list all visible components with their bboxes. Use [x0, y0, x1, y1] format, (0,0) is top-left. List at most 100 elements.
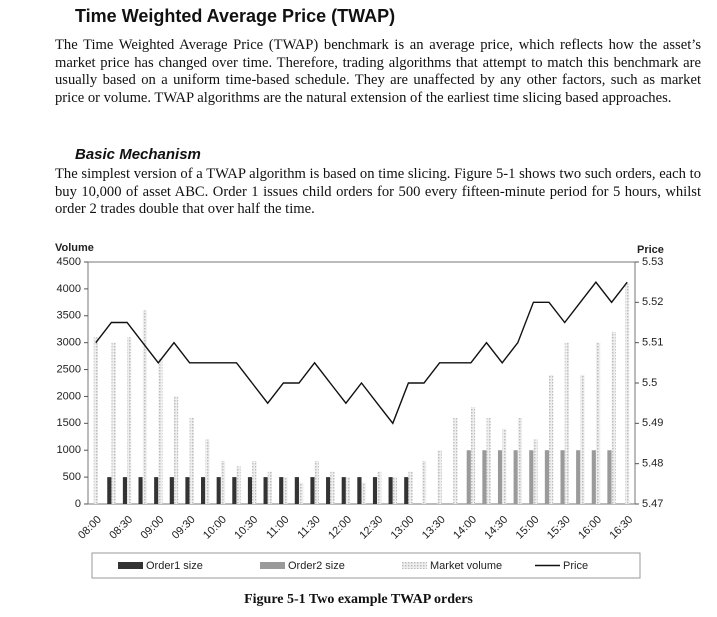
bar — [220, 460, 226, 504]
bar — [437, 450, 442, 504]
bar — [283, 477, 288, 504]
x-tick-label: 10:30 — [232, 514, 260, 542]
bar — [549, 374, 554, 504]
y2-tick-label: 5.5 — [642, 377, 657, 389]
x-tick-label: 08:00 — [76, 514, 104, 542]
y-tick-label: 3500 — [57, 310, 81, 322]
y2-tick-label: 5.52 — [642, 296, 663, 308]
x-tick-label: 11:00 — [264, 514, 291, 541]
y-tick-label: 4500 — [57, 256, 81, 268]
x-tick-label: 10:00 — [201, 514, 229, 542]
x-tick-label: 14:00 — [451, 514, 479, 542]
price-line — [95, 281, 628, 425]
bar — [127, 337, 132, 504]
legend-label: Order1 size — [146, 560, 203, 572]
bar — [263, 477, 268, 504]
y2-axis-label: Price — [637, 244, 664, 256]
bar — [404, 477, 409, 504]
x-tick-label: 16:00 — [576, 514, 604, 542]
x-tick-label: 13:30 — [420, 514, 448, 542]
bar — [580, 374, 585, 504]
x-tick-label: 08:30 — [107, 514, 135, 542]
bar — [158, 358, 163, 504]
bar — [408, 471, 413, 504]
bar — [529, 450, 534, 504]
bar — [591, 450, 596, 504]
bar — [279, 477, 284, 504]
bar — [502, 428, 507, 504]
bar — [560, 450, 565, 504]
y-tick-label: 1000 — [57, 444, 81, 456]
y-tick-label: 2000 — [57, 390, 81, 402]
bar — [372, 477, 378, 504]
bar — [513, 450, 518, 504]
legend-label: Order2 size — [288, 560, 345, 572]
bar — [482, 450, 487, 504]
bar — [111, 342, 116, 504]
bar — [252, 460, 257, 504]
legend-swatch — [118, 562, 143, 569]
bar — [205, 439, 210, 504]
bar — [377, 471, 382, 504]
paragraph: The Time Weighted Average Price (TWAP) b… — [55, 37, 701, 106]
bar — [544, 450, 550, 504]
x-tick-label: 15:30 — [545, 514, 573, 542]
y-tick-label: 0 — [75, 498, 81, 510]
bar — [361, 482, 366, 504]
bar — [138, 477, 143, 504]
bar — [169, 477, 174, 504]
bar — [294, 477, 299, 504]
bar — [310, 477, 315, 504]
x-tick-label: 15:00 — [514, 514, 542, 542]
bar — [357, 477, 362, 504]
bar — [122, 477, 128, 504]
bar — [497, 450, 503, 504]
y2-tick-label: 5.48 — [642, 458, 663, 470]
x-tick-label: 12:00 — [326, 514, 354, 542]
x-tick-label: 09:00 — [139, 514, 167, 542]
bar — [392, 477, 397, 504]
x-tick-label: 12:30 — [357, 514, 385, 542]
x-tick-label: 13:00 — [389, 514, 417, 542]
legend-swatch — [402, 562, 427, 569]
bar — [453, 417, 458, 504]
bar — [330, 471, 335, 504]
y-tick-label: 3000 — [57, 337, 81, 349]
bar — [185, 477, 190, 504]
bar — [216, 477, 221, 504]
bar — [298, 482, 304, 504]
bar — [345, 477, 351, 504]
bar — [236, 466, 241, 504]
x-tick-label: 09:30 — [170, 514, 198, 542]
bar — [486, 417, 491, 504]
y2-tick-label: 5.47 — [642, 498, 663, 510]
bar — [201, 477, 206, 504]
bar — [607, 450, 612, 504]
y2-tick-label: 5.49 — [642, 417, 663, 429]
y-axis-label: Volume — [55, 242, 94, 254]
x-tick-label: 11:30 — [295, 514, 322, 541]
bar — [533, 439, 538, 504]
bar — [470, 407, 476, 504]
caption: Figure 5-1 Two example TWAP orders — [244, 592, 473, 607]
y-tick-label: 2500 — [57, 363, 81, 375]
y2-tick-label: 5.53 — [642, 256, 663, 268]
title: Time Weighted Average Price (TWAP) — [75, 6, 396, 26]
legend-label: Price — [563, 560, 588, 572]
x-tick-label: 14:30 — [482, 514, 510, 542]
bar — [142, 310, 147, 504]
bar — [517, 417, 522, 504]
legend-box — [91, 552, 641, 579]
subheading: Basic Mechanism — [75, 146, 201, 163]
y2-tick-label: 5.51 — [642, 337, 663, 349]
bar — [189, 417, 194, 504]
paragraph: The simplest version of a TWAP algorithm… — [55, 166, 701, 218]
bar — [93, 337, 98, 504]
bar — [247, 477, 253, 504]
bar — [625, 283, 630, 504]
bar — [611, 331, 616, 504]
y-tick-label: 500 — [63, 471, 81, 483]
legend-swatch — [260, 562, 285, 569]
chart: Volume Price 0 500 1000 1500 2000 2500 3000 350… — [55, 242, 664, 579]
